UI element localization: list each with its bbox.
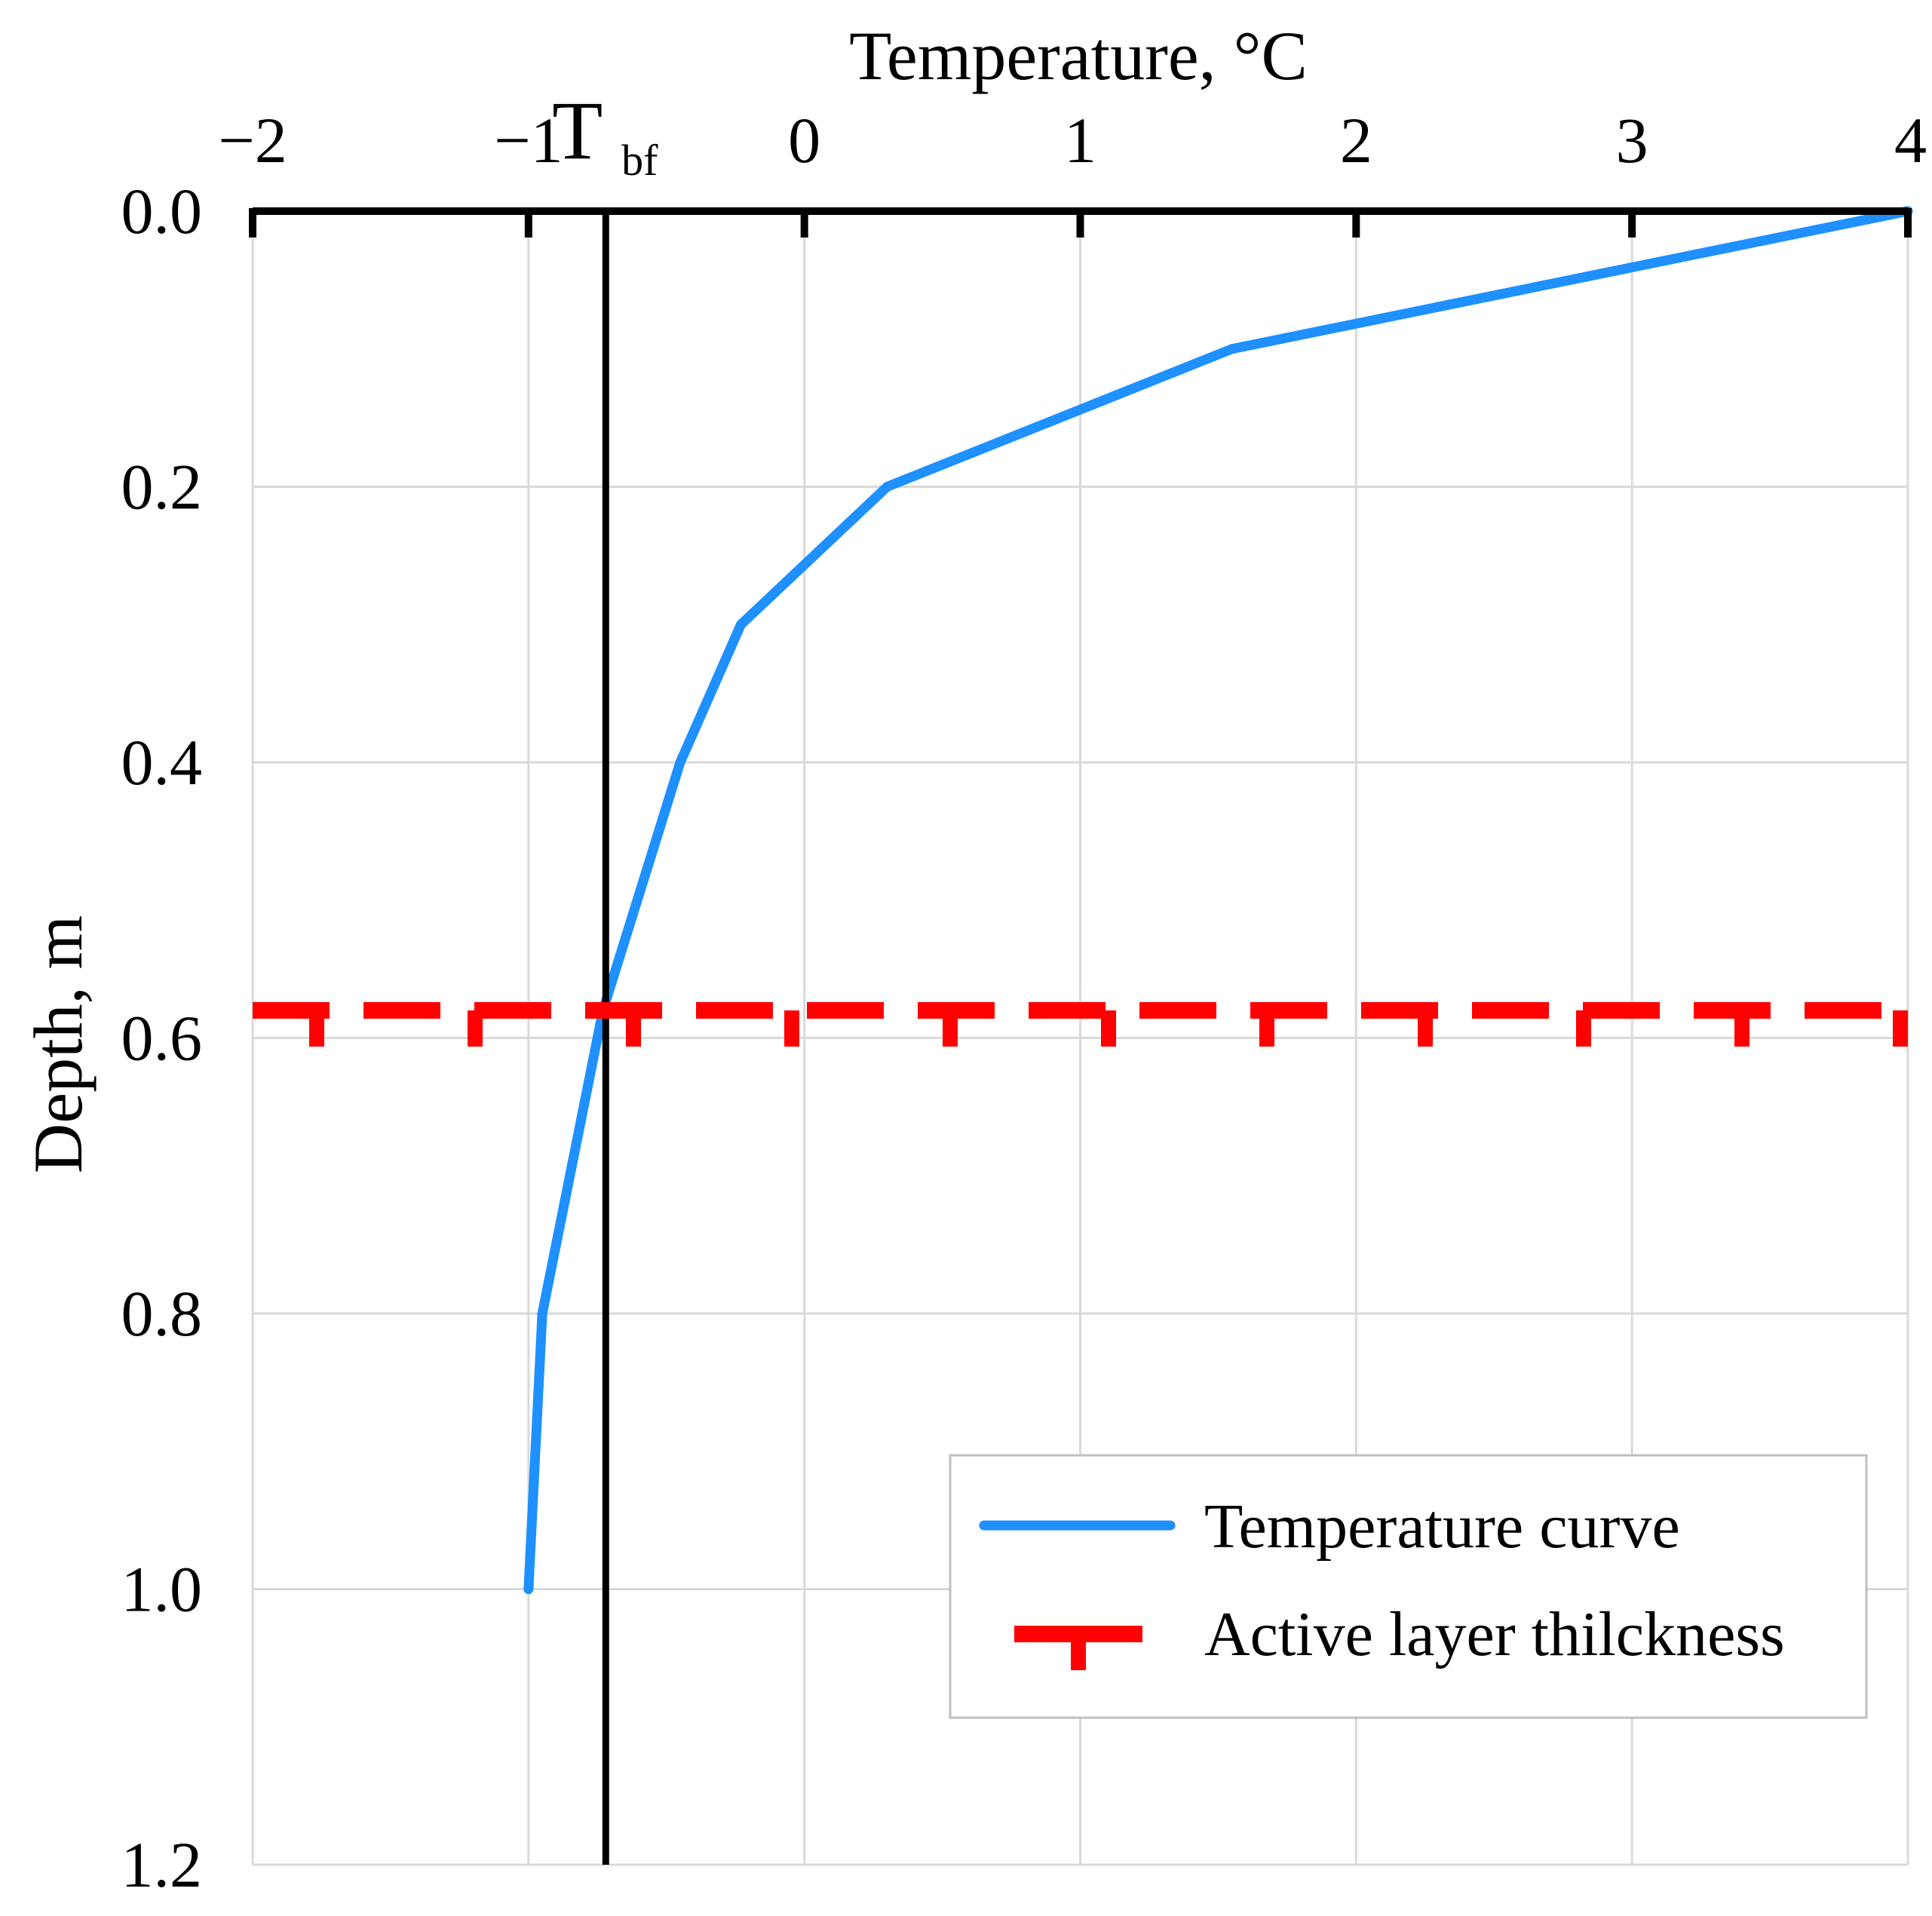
temperature-curve-point	[736, 619, 747, 630]
x-axis-title: Temperature, °C	[849, 17, 1308, 94]
x-tick-label: 0	[788, 104, 820, 176]
legend-label-active-layer: Active layer thilckness	[1204, 1599, 1785, 1669]
legend-label-temperature-curve: Temperature curve	[1204, 1491, 1680, 1562]
y-tick-label: 0.6	[121, 1002, 203, 1074]
bf-temperature-subscript: bf	[621, 136, 658, 185]
tick-labels: −2 −1 0 1 2 3 4 0.0 0.2 0.4 0.6 0.8 1.0 1.2	[121, 104, 1927, 1901]
temperature-curve-point	[882, 482, 892, 492]
bf-temperature-label: T	[552, 84, 603, 176]
legend-frame	[949, 1454, 1868, 1719]
x-tick-label: 1	[1064, 104, 1096, 176]
active-layer-line-layer	[253, 1001, 1912, 1047]
y-tick-label: 0.0	[121, 175, 203, 247]
x-tick-label: −1	[494, 104, 563, 176]
x-tick-label: 3	[1616, 104, 1648, 176]
x-tick-label: −2	[218, 104, 287, 176]
y-tick-label: 1.0	[121, 1553, 203, 1626]
temperature-curve-line	[523, 206, 1913, 1594]
y-tick-label: 1.2	[121, 1829, 203, 1901]
y-tick-label: 0.2	[121, 451, 203, 523]
temperature-curve-point	[675, 757, 685, 768]
legend: Temperature curve Active layer thilcknes…	[949, 1454, 1868, 1719]
temperature-curve-point	[537, 1308, 547, 1319]
y-axis-title: Depth, m	[20, 915, 97, 1173]
temperature-curve-layer	[523, 206, 1913, 1594]
temperature-curve-point	[523, 1584, 534, 1594]
temperature-curve-point	[1227, 344, 1237, 354]
x-tick-label: 4	[1894, 104, 1927, 176]
x-tick-label: 2	[1340, 104, 1372, 176]
legend-swatch-active-layer	[1014, 1626, 1142, 1670]
y-tick-label: 0.8	[121, 1277, 203, 1350]
x-axis	[249, 207, 1912, 238]
y-tick-label: 0.4	[121, 726, 203, 799]
